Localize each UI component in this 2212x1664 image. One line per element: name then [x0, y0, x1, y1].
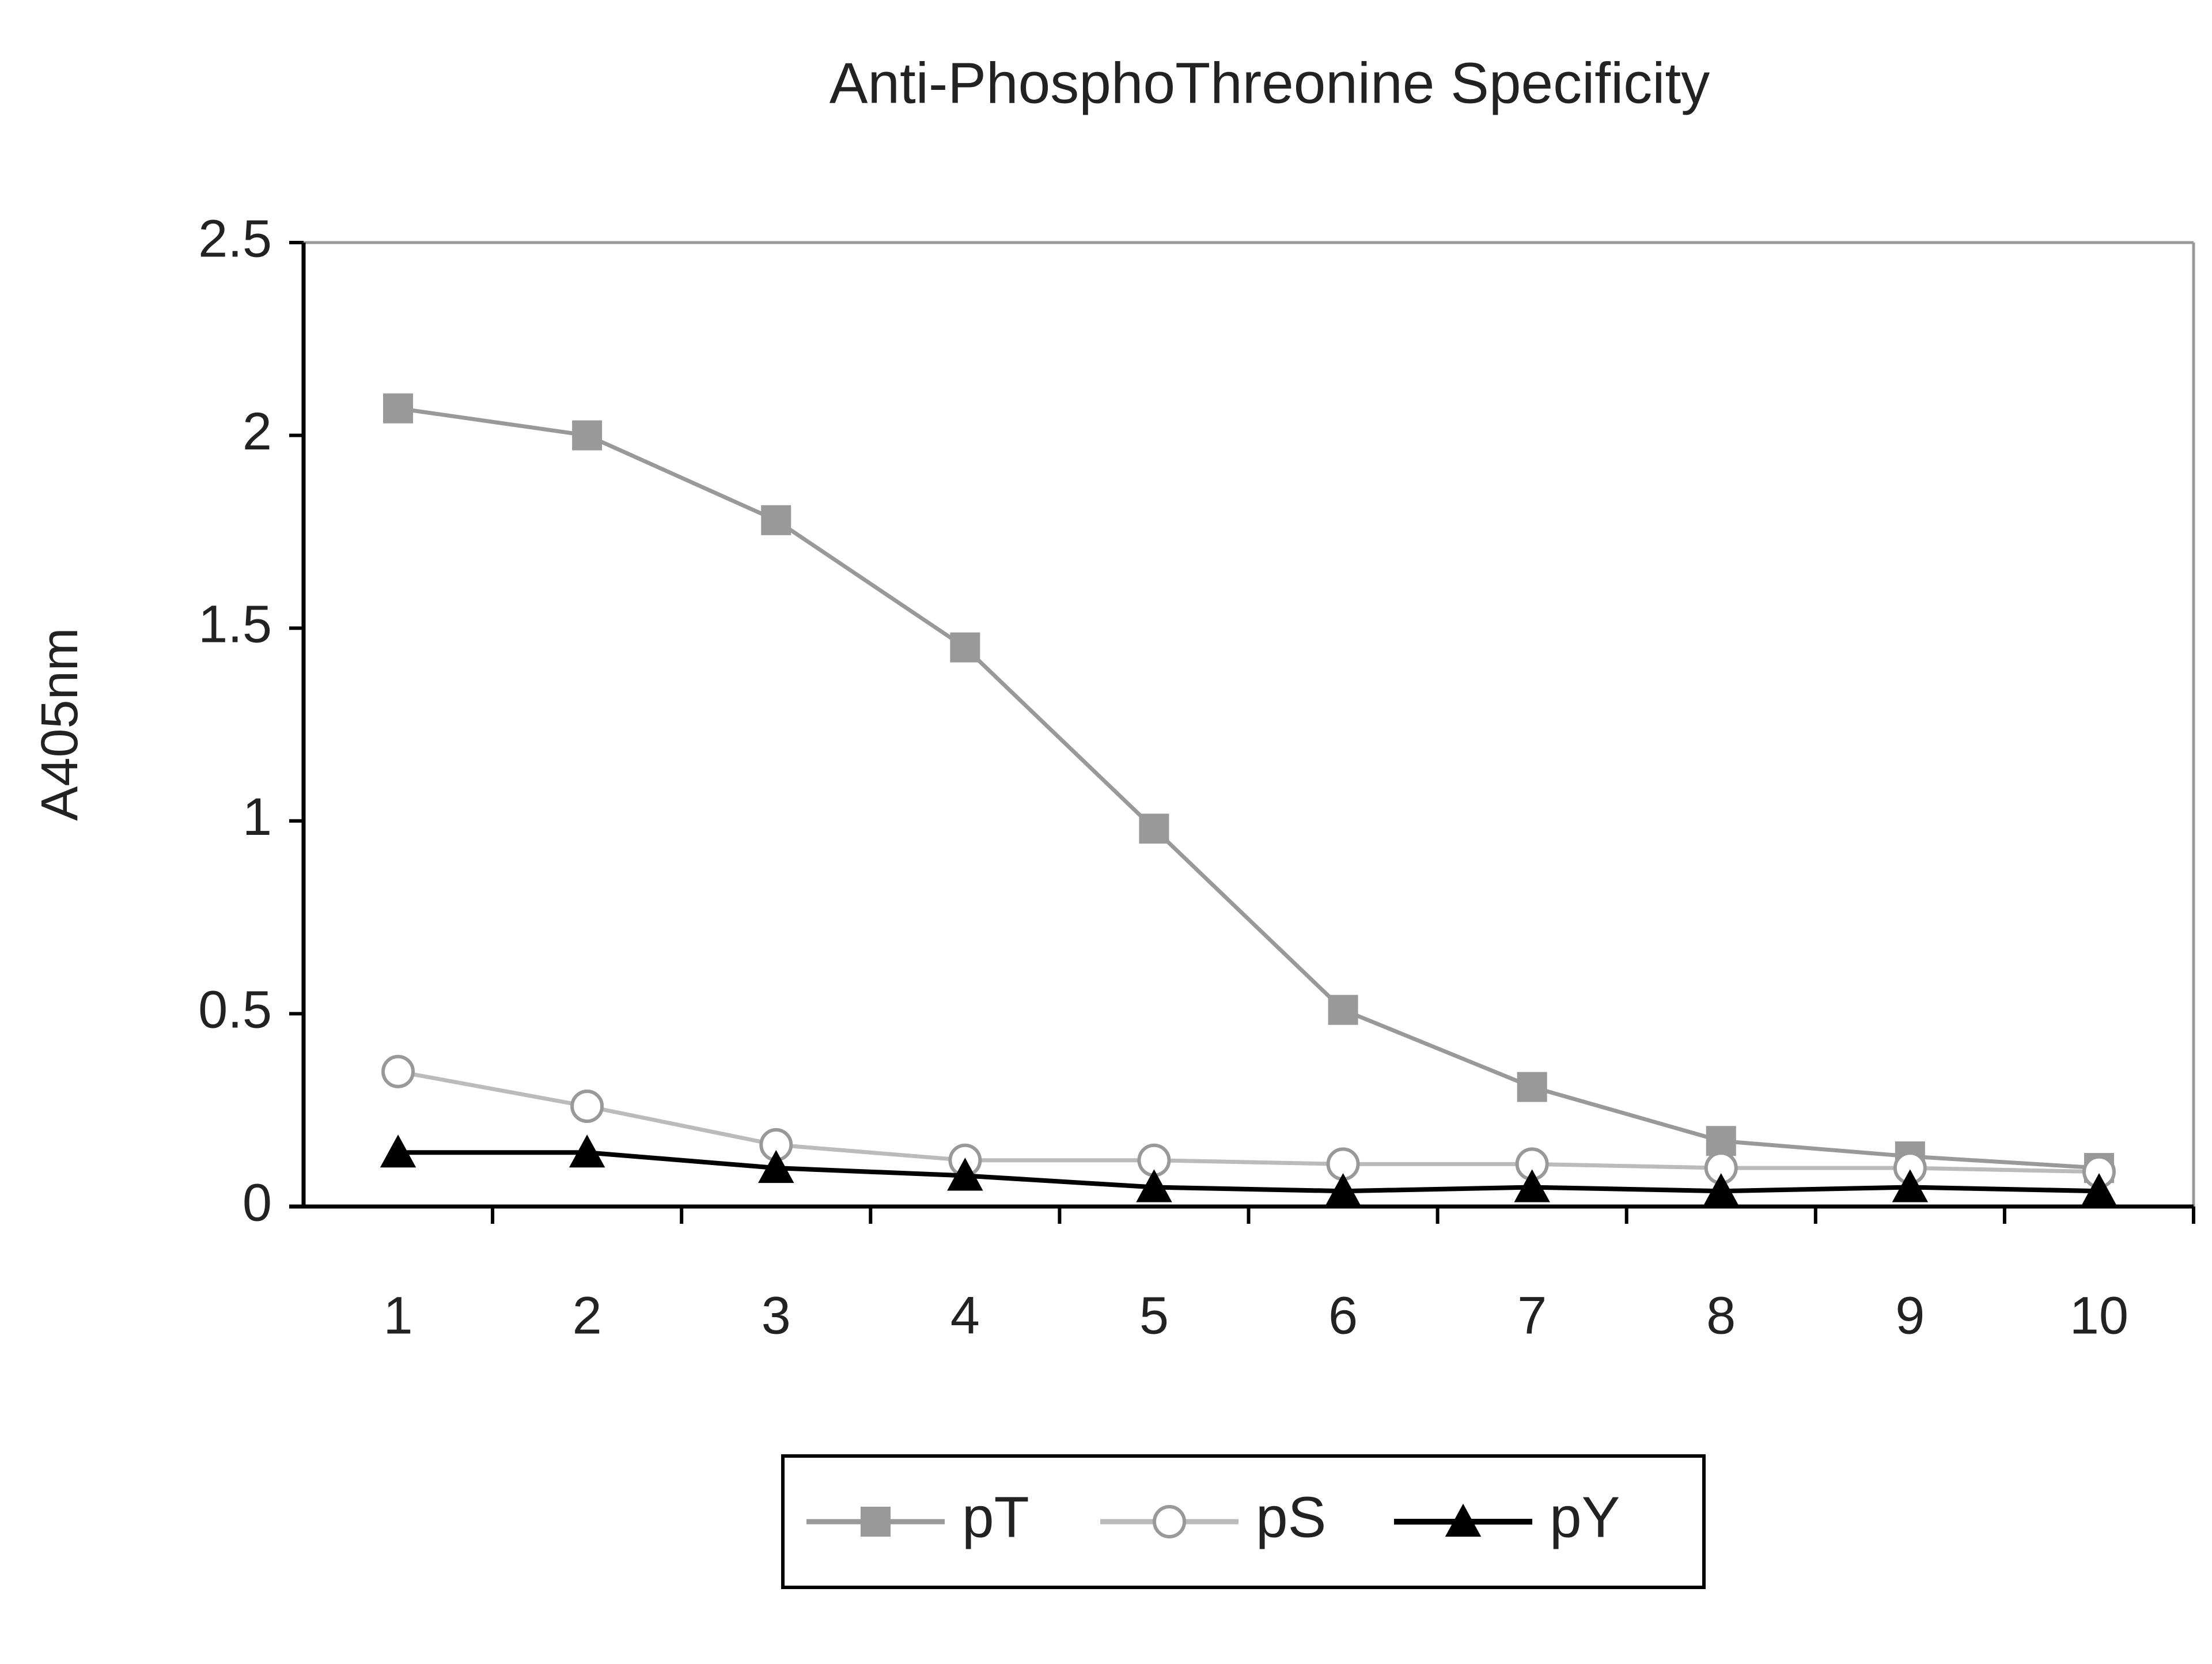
- data-point: [381, 1054, 415, 1088]
- data-point: [1703, 1173, 1739, 1207]
- legend-label: pY: [1550, 1485, 1620, 1549]
- x-tick-label: 7: [1517, 1286, 1547, 1345]
- legend-marker: [1153, 1505, 1186, 1538]
- data-point: [947, 1158, 983, 1191]
- data-point: [761, 505, 791, 535]
- series-line: [397, 406, 2100, 1170]
- x-tick-label: 6: [1328, 1286, 1358, 1345]
- x-tick-label: 5: [1139, 1286, 1169, 1345]
- data-point: [1325, 1173, 1361, 1207]
- x-tick-label: 8: [1706, 1286, 1736, 1345]
- data-point: [380, 1134, 416, 1168]
- x-tick-label: 1: [383, 1286, 412, 1345]
- data-point: [1706, 1126, 1736, 1156]
- data-point: [758, 1149, 794, 1183]
- y-tick-label: 0.5: [198, 981, 272, 1039]
- series-line: [398, 1150, 2100, 1194]
- y-tick-label: 0: [243, 1173, 272, 1232]
- data-point: [572, 420, 603, 451]
- legend-label: pS: [1256, 1485, 1326, 1549]
- y-tick-label: 2.5: [198, 209, 272, 268]
- chart-title: Anti-PhosphoThreonine Specificity: [830, 51, 1710, 115]
- data-point: [1892, 1169, 1929, 1202]
- legend-label: pT: [962, 1485, 1029, 1549]
- series-line: [397, 1069, 2100, 1174]
- legend-marker: [861, 1507, 891, 1537]
- data-point: [1514, 1169, 1550, 1202]
- data-point: [570, 1090, 604, 1124]
- x-tick-label: 9: [1895, 1286, 1925, 1345]
- data-point: [1136, 1169, 1172, 1202]
- data-point: [1139, 814, 1169, 844]
- y-tick-label: 1: [243, 788, 272, 846]
- y-tick-label: 1.5: [198, 595, 272, 653]
- data-point: [1517, 1072, 1547, 1102]
- x-tick-label: 3: [762, 1286, 791, 1345]
- y-tick-label: 2: [243, 402, 272, 461]
- data-point: [2081, 1173, 2118, 1207]
- x-tick-label: 2: [573, 1286, 602, 1345]
- x-tick-label: 10: [2070, 1286, 2128, 1345]
- data-point: [950, 632, 980, 663]
- data-point: [569, 1134, 605, 1168]
- data-point: [383, 393, 414, 423]
- data-point: [1328, 994, 1358, 1025]
- y-axis-label: A405nm: [31, 627, 89, 820]
- legend-box: [781, 1454, 1706, 1589]
- x-tick-label: 4: [950, 1286, 980, 1345]
- legend-marker: [1445, 1503, 1482, 1537]
